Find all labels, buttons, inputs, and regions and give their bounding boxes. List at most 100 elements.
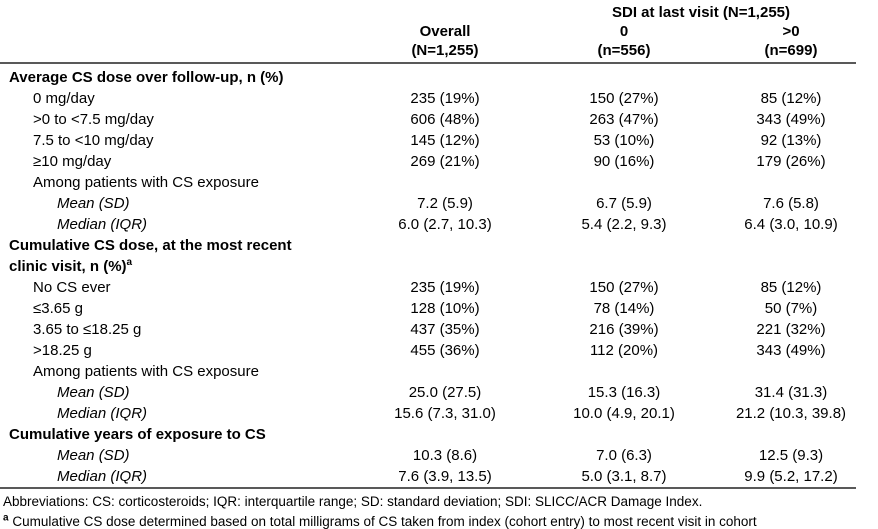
cell-value: 31.4 (31.3) bbox=[754, 384, 828, 401]
cell-value bbox=[522, 424, 726, 445]
row-label: ≤3.65 g bbox=[33, 300, 83, 317]
cell-value: 437 (35%) bbox=[410, 321, 480, 338]
cell-value: 78 (14%) bbox=[593, 300, 655, 317]
table-body: Average CS dose over follow-up, n (%) 0 m… bbox=[0, 63, 856, 489]
cell-value: 10.3 (8.6) bbox=[412, 447, 478, 464]
cell-value: 235 (19%) bbox=[410, 90, 480, 107]
cell-value: 90 (16%) bbox=[593, 153, 655, 170]
cell-value: 6.7 (5.9) bbox=[596, 195, 652, 212]
cell-value: 145 (12%) bbox=[410, 132, 480, 149]
cell-value bbox=[368, 235, 522, 277]
table-header: SDI at last visit (N=1,255) Overall 0 >0… bbox=[0, 0, 856, 64]
cell-value bbox=[522, 235, 726, 277]
table-row: Average CS dose over follow-up, n (%) bbox=[0, 63, 856, 88]
cell-value bbox=[726, 361, 856, 382]
cell-value: 606 (48%) bbox=[410, 111, 480, 128]
column-n-sdi-gt0: (n=699) bbox=[726, 41, 856, 64]
cell-value bbox=[522, 361, 726, 382]
table-row: Mean (SD) 25.0 (27.5) 15.3 (16.3) 31.4 (31.… bbox=[0, 382, 856, 403]
cell-value: 15.3 (16.3) bbox=[587, 384, 661, 401]
cell-value bbox=[368, 424, 522, 445]
table-row: Cumulative years of exposure to CS bbox=[0, 424, 856, 445]
cell-value: 10.0 (4.9, 20.1) bbox=[573, 405, 675, 422]
cell-value: 50 (7%) bbox=[764, 300, 818, 317]
cell-value: 25.0 (27.5) bbox=[408, 384, 482, 401]
row-label: Mean (SD) bbox=[57, 384, 130, 401]
column-header-sdi-0: 0 bbox=[619, 23, 629, 40]
cell-value: 9.9 (5.2, 17.2) bbox=[726, 466, 856, 489]
table-row: Median (IQR) 6.0 (2.7, 10.3) 5.4 (2.2, 9.3… bbox=[0, 214, 856, 235]
row-label: 7.5 to <10 mg/day bbox=[33, 132, 154, 149]
row-label: Average CS dose over follow-up, n (%) bbox=[9, 69, 284, 86]
cell-value: 21.2 (10.3, 39.8) bbox=[735, 405, 847, 422]
cell-value: 7.6 (3.9, 13.5) bbox=[368, 466, 522, 489]
row-label: Among patients with CS exposure bbox=[33, 174, 259, 191]
label-column-spacer-2 bbox=[0, 41, 368, 64]
cell-value: 269 (21%) bbox=[410, 153, 480, 170]
cell-value: 150 (27%) bbox=[589, 279, 659, 296]
column-n-sdi-0: (n=556) bbox=[522, 41, 726, 64]
table-row: Mean (SD) 10.3 (8.6) 7.0 (6.3) 12.5 (9.3) bbox=[0, 445, 856, 466]
cell-value: 12.5 (9.3) bbox=[758, 447, 824, 464]
row-label: Median (IQR) bbox=[57, 405, 148, 422]
cell-value bbox=[522, 63, 726, 88]
table-row: ≥10 mg/day 269 (21%) 90 (16%) 179 (26%) bbox=[0, 151, 856, 172]
table-row: >0 to <7.5 mg/day 606 (48%) 263 (47%) 343 (… bbox=[0, 109, 856, 130]
cell-value: 263 (47%) bbox=[589, 111, 659, 128]
column-n-overall: (N=1,255) bbox=[368, 41, 522, 64]
row-label: Mean (SD) bbox=[57, 447, 130, 464]
row-label: 0 mg/day bbox=[33, 90, 95, 107]
cell-value: 343 (49%) bbox=[756, 111, 826, 128]
table-row: Among patients with CS exposure bbox=[0, 361, 856, 382]
footnote-marker: a bbox=[126, 257, 133, 268]
row-label: >18.25 g bbox=[33, 342, 92, 359]
cell-value: 221 (32%) bbox=[756, 321, 826, 338]
cell-value bbox=[726, 235, 856, 277]
footnote-a: a Cumulative CS dose determined based on… bbox=[3, 512, 877, 529]
column-n-row: (N=1,255) (n=556) (n=699) bbox=[0, 41, 856, 64]
cs-dose-table: SDI at last visit (N=1,255) Overall 0 >0… bbox=[0, 0, 856, 489]
row-label: ≥10 mg/day bbox=[33, 153, 112, 170]
table-row: Cumulative CS dose, at the most recent c… bbox=[0, 235, 856, 277]
cell-value: 5.0 (3.1, 8.7) bbox=[522, 466, 726, 489]
table-row: >18.25 g 455 (36%) 112 (20%) 343 (49%) bbox=[0, 340, 856, 361]
abbreviations-text: Abbreviations: CS: corticosteroids; IQR:… bbox=[3, 494, 703, 509]
cell-value bbox=[726, 424, 856, 445]
table-row: Mean (SD) 7.2 (5.9) 6.7 (5.9) 7.6 (5.8) bbox=[0, 193, 856, 214]
table-row: Median (IQR) 7.6 (3.9, 13.5) 5.0 (3.1, 8.7… bbox=[0, 466, 856, 489]
cell-value: 53 (10%) bbox=[593, 132, 655, 149]
cell-value: 128 (10%) bbox=[410, 300, 480, 317]
cell-value: 15.6 (7.3, 31.0) bbox=[394, 405, 496, 422]
column-header-overall: Overall bbox=[419, 23, 471, 40]
table-row: ≤3.65 g 128 (10%) 78 (14%) 50 (7%) bbox=[0, 298, 856, 319]
cell-value: 6.0 (2.7, 10.3) bbox=[398, 216, 492, 233]
table-row: No CS ever 235 (19%) 150 (27%) 85 (12%) bbox=[0, 277, 856, 298]
row-label: Cumulative years of exposure to CS bbox=[9, 426, 266, 443]
cell-value: 85 (12%) bbox=[760, 279, 822, 296]
cell-value: 235 (19%) bbox=[410, 279, 480, 296]
table-row: 7.5 to <10 mg/day 145 (12%) 53 (10%) 92 (13… bbox=[0, 130, 856, 151]
cell-value: 343 (49%) bbox=[756, 342, 826, 359]
footnote-a-text: Cumulative CS dose determined based on t… bbox=[8, 514, 757, 529]
column-name-row: Overall 0 >0 bbox=[0, 22, 856, 41]
row-label: Mean (SD) bbox=[57, 195, 130, 212]
cell-value bbox=[368, 63, 522, 88]
cell-value: 5.4 (2.2, 9.3) bbox=[581, 216, 667, 233]
row-label: No CS ever bbox=[33, 279, 111, 296]
row-label: Median (IQR) bbox=[57, 216, 148, 233]
sdi-spanner-header: SDI at last visit (N=1,255) bbox=[612, 4, 790, 21]
spanner-spacer-label bbox=[0, 0, 368, 22]
cell-value: 85 (12%) bbox=[760, 90, 822, 107]
cell-value bbox=[368, 361, 522, 382]
cell-value: 455 (36%) bbox=[410, 342, 480, 359]
cell-value: 216 (39%) bbox=[589, 321, 659, 338]
cell-value bbox=[522, 172, 726, 193]
spanner-spacer-overall bbox=[368, 0, 522, 22]
spanner-row: SDI at last visit (N=1,255) bbox=[0, 0, 856, 22]
row-label: 3.65 to ≤18.25 g bbox=[33, 321, 142, 338]
row-label: Among patients with CS exposure bbox=[33, 363, 259, 380]
column-header-sdi-gt0: >0 bbox=[782, 23, 800, 40]
cell-value: 6.4 (3.0, 10.9) bbox=[744, 216, 838, 233]
abbreviations-note: Abbreviations: CS: corticosteroids; IQR:… bbox=[3, 489, 877, 512]
cell-value: 112 (20%) bbox=[589, 342, 659, 359]
